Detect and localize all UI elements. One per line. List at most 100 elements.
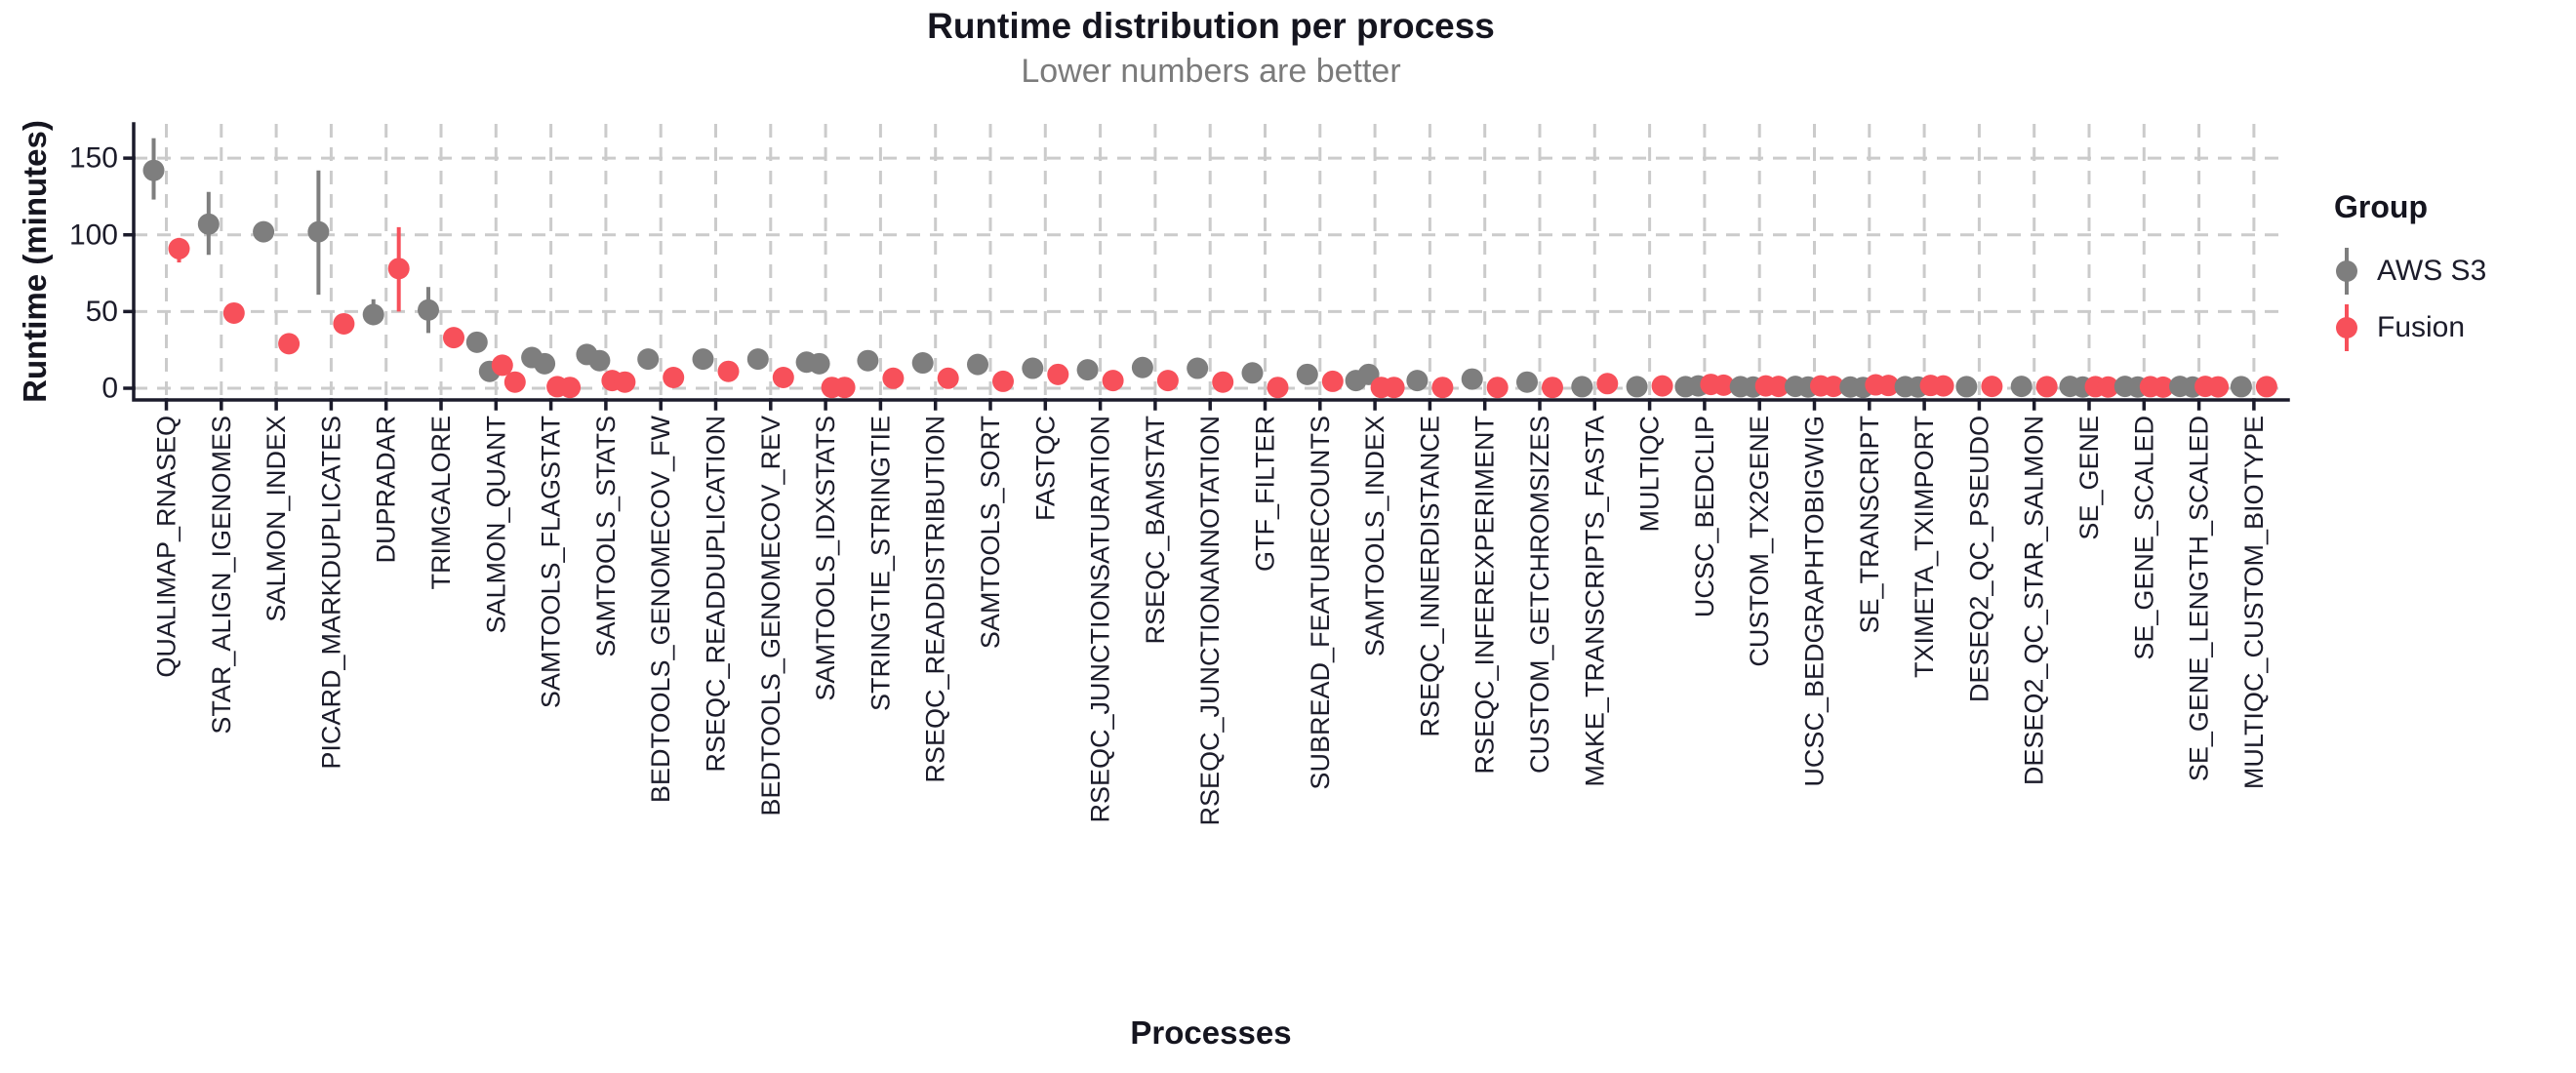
data-point-aws bbox=[1461, 368, 1483, 390]
data-point-aws bbox=[1296, 363, 1318, 385]
x-tick-label: RSEQC_INFEREXPERIMENT bbox=[1470, 416, 1500, 775]
data-point-fusion bbox=[1767, 376, 1790, 398]
data-point-aws bbox=[1626, 376, 1648, 398]
data-point-fusion bbox=[992, 370, 1014, 392]
x-tick-label: CUSTOM_TX2GENE bbox=[1745, 416, 1774, 667]
x-tick-label: RSEQC_JUNCTIONSATURATION bbox=[1086, 416, 1115, 823]
data-point-fusion bbox=[937, 367, 959, 389]
data-point-aws bbox=[746, 348, 769, 371]
legend-item-fusion: Fusion bbox=[2334, 303, 2486, 352]
data-point-fusion bbox=[1542, 377, 1563, 399]
x-tick-label: SAMTOOLS_IDXSTATS bbox=[811, 416, 840, 701]
data-point-fusion bbox=[1047, 363, 1069, 385]
axis-lines bbox=[132, 122, 2290, 402]
data-point-fusion bbox=[1431, 377, 1454, 399]
x-tick-label: TXIMETA_TXIMPORT bbox=[1910, 416, 1939, 678]
x-tick-label: SAMTOOLS_FLAGSTAT bbox=[537, 416, 566, 708]
x-tick-label: DESEQ2_QC_PSEUDO bbox=[1964, 416, 1993, 702]
data-point-aws bbox=[637, 348, 660, 371]
x-tick-label: SAMTOOLS_INDEX bbox=[1360, 416, 1389, 656]
y-tick-label: 100 bbox=[69, 219, 118, 251]
data-point-aws bbox=[1022, 357, 1044, 379]
data-point-fusion bbox=[278, 333, 301, 355]
data-point-fusion bbox=[2152, 376, 2174, 398]
x-tick-label: BEDTOOLS_GENOMECOV_REV bbox=[756, 416, 785, 816]
data-point-fusion bbox=[1321, 370, 1344, 392]
data-point-aws bbox=[142, 159, 165, 181]
data-point-fusion bbox=[772, 366, 794, 388]
x-tick-label: RSEQC_JUNCTIONANNOTATION bbox=[1195, 416, 1225, 826]
data-point-aws bbox=[1955, 376, 1978, 398]
legend-label-aws-s3: AWS S3 bbox=[2377, 255, 2487, 287]
x-tick-label: RSEQC_READDISTRIBUTION bbox=[921, 416, 950, 783]
data-point-fusion bbox=[168, 237, 190, 259]
pointrange-glyph-gray bbox=[2334, 248, 2359, 295]
x-tick-label: SE_TRANSCRIPT bbox=[1855, 416, 1884, 634]
legend-item-aws-s3: AWS S3 bbox=[2334, 247, 2486, 296]
data-point-aws bbox=[692, 348, 714, 371]
legend-label-fusion: Fusion bbox=[2377, 311, 2466, 343]
data-point-aws bbox=[1516, 371, 1538, 393]
chart-title: Runtime distribution per process bbox=[927, 6, 1495, 46]
x-tick-label: MULTIQC_CUSTOM_BIOTYPE bbox=[2239, 416, 2269, 789]
data-point-aws bbox=[2010, 376, 2033, 398]
y-tick-label: 150 bbox=[69, 142, 118, 175]
data-point-fusion bbox=[443, 327, 464, 349]
data-point-fusion bbox=[1486, 377, 1509, 399]
x-tick-label: GTF_FILTER bbox=[1251, 416, 1280, 572]
x-axis-title: Processes bbox=[1130, 1014, 1292, 1051]
data-point-aws bbox=[1187, 357, 1209, 379]
data-point-fusion bbox=[1267, 377, 1289, 399]
data-point-aws bbox=[2230, 376, 2252, 398]
data-point-aws bbox=[1241, 362, 1264, 384]
data-point-aws bbox=[1571, 376, 1593, 398]
data-point-fusion bbox=[1156, 370, 1179, 392]
x-tick-label: SE_GENE_SCALED bbox=[2129, 416, 2158, 660]
x-tick-label: DUPRADAR bbox=[372, 416, 401, 564]
data-point-fusion bbox=[2207, 376, 2230, 398]
data-point-aws bbox=[1076, 359, 1099, 381]
data-point-fusion bbox=[1981, 376, 2003, 398]
data-point-aws bbox=[588, 349, 611, 372]
data-point-aws bbox=[967, 353, 988, 376]
x-tick-label: RSEQC_BAMSTAT bbox=[1141, 416, 1170, 645]
data-point-fusion bbox=[1651, 375, 1673, 397]
data-point-fusion bbox=[1823, 376, 1844, 398]
data-point-fusion bbox=[833, 377, 856, 399]
data-point-fusion bbox=[717, 360, 740, 382]
data-point-aws bbox=[197, 213, 220, 235]
x-tick-label: UCSC_BEDCLIP bbox=[1690, 416, 1719, 617]
data-point-aws bbox=[253, 220, 275, 243]
x-tick-label: QUALIMAP_RNASEQ bbox=[152, 416, 181, 678]
data-point-fusion bbox=[882, 367, 905, 389]
y-tick-label: 50 bbox=[86, 296, 118, 328]
data-point-fusion bbox=[614, 371, 636, 393]
data-point-aws bbox=[362, 303, 384, 326]
data-point-aws bbox=[911, 352, 934, 375]
x-tick-label: MAKE_TRANSCRIPTS_FASTA bbox=[1580, 416, 1609, 787]
x-tick-label: BEDTOOLS_GENOMECOV_FW bbox=[646, 415, 675, 803]
x-tick-label: SAMTOOLS_STATS bbox=[591, 416, 621, 657]
x-tick-label: STAR_ALIGN_IGENOMES bbox=[207, 416, 236, 735]
data-point-fusion bbox=[2255, 376, 2277, 398]
x-tick-label: SAMTOOLS_SORT bbox=[976, 416, 1005, 649]
data-point-fusion bbox=[1932, 375, 1954, 397]
chart-subtitle: Lower numbers are better bbox=[1021, 53, 1401, 90]
x-tick-label: FASTQC bbox=[1030, 416, 1060, 521]
x-tick-label: PICARD_MARKDUPLICATES bbox=[316, 416, 345, 770]
x-tick-label: RSEQC_READDUPLICATION bbox=[702, 416, 731, 773]
data-point-fusion bbox=[2097, 376, 2119, 398]
data-point-fusion bbox=[503, 371, 526, 393]
x-tick-label: STRINGTIE_STRINGTIE bbox=[865, 416, 895, 711]
x-tick-label: SALMON_INDEX bbox=[262, 416, 291, 622]
y-tick-label: 0 bbox=[101, 373, 118, 405]
x-tick-label: SALMON_QUANT bbox=[481, 416, 510, 634]
x-tick-label: UCSC_BEDGRAPHTOBIGWIG bbox=[1800, 416, 1830, 787]
x-tick-label: SUBREAD_FEATURECOUNTS bbox=[1306, 416, 1335, 790]
x-tick-label: DESEQ2_QC_STAR_SALMON bbox=[2020, 416, 2049, 785]
data-point-fusion bbox=[663, 366, 685, 388]
data-point-fusion bbox=[1596, 373, 1619, 395]
legend: Group AWS S3 Fusion bbox=[2334, 189, 2486, 360]
data-point-fusion bbox=[1712, 374, 1735, 396]
x-tick-label: CUSTOM_GETCHROMSIZES bbox=[1525, 416, 1554, 774]
